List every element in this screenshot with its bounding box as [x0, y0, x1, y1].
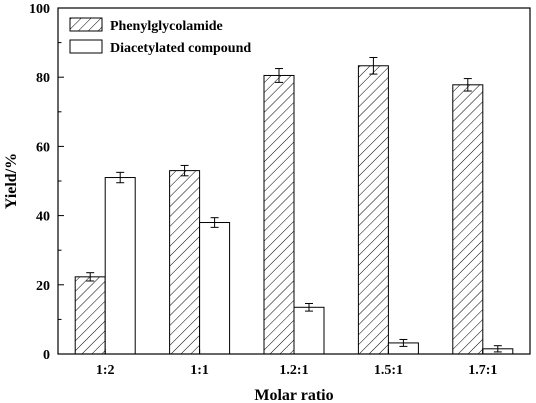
- x-tick-label: 1.7:1: [468, 363, 497, 378]
- bar-phenylglycolamide-1-2-1: [263, 74, 295, 355]
- bar-phenylglycolamide-1-5-1: [357, 65, 389, 355]
- legend-label-phenylglycolamide: Phenylglycolamide: [110, 19, 223, 34]
- bar-diacetylated-1-1: [199, 222, 231, 355]
- y-tick-label: 100: [29, 2, 50, 17]
- y-tick-label: 60: [36, 140, 50, 155]
- bar-phenylglycolamide-1-2: [74, 276, 106, 355]
- y-axis-title: Yield/%: [3, 153, 20, 209]
- x-tick-label: 1:2: [96, 363, 115, 378]
- y-tick-label: 0: [43, 348, 50, 363]
- x-tick-label: 1.5:1: [374, 363, 403, 378]
- bar-diacetylated-1-2: [104, 177, 136, 355]
- bar-phenylglycolamide-1-7-1: [452, 84, 484, 355]
- x-axis-title: Molar ratio: [254, 387, 333, 403]
- bars-layer: [74, 56, 514, 355]
- axes-layer: 1:2 1:1 1.2:1 1.5:1 1.7:1 0 20 40 60 80 100: [29, 2, 497, 378]
- y-tick-label: 20: [36, 279, 50, 294]
- legend-label-diacetylated-compound: Diacetylated compound: [110, 41, 251, 56]
- x-tick-label: 1:1: [190, 363, 209, 378]
- x-tick-label: 1.2:1: [279, 363, 308, 378]
- bar-phenylglycolamide-1-1: [169, 170, 201, 355]
- legend-swatch-phenylglycolamide: [69, 17, 103, 32]
- y-tick-label: 80: [36, 71, 50, 86]
- y-tick-label: 40: [36, 210, 50, 225]
- legend-swatch-diacetylated-compound: [69, 39, 103, 54]
- bar-diacetylated-1-2-1: [293, 306, 325, 355]
- legend: Phenylglycolamide Diacetylated compound: [69, 17, 251, 56]
